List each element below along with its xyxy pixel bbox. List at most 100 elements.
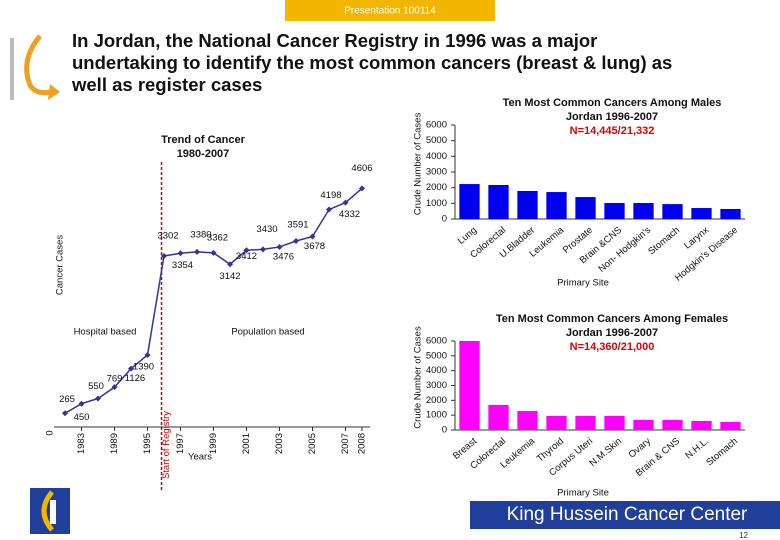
point	[309, 233, 316, 240]
annotation: Population based	[231, 327, 304, 338]
bar	[575, 197, 596, 219]
value-label: 550	[88, 381, 104, 392]
decor-arrow	[24, 34, 51, 96]
bar	[633, 419, 654, 430]
bar	[459, 184, 480, 219]
x-tick-label: 2001	[241, 433, 252, 454]
slide-title: undertaking to identify the most common …	[72, 52, 672, 73]
x-axis-title: Primary Site	[557, 488, 609, 499]
x-tick-label: Stomach	[704, 436, 740, 469]
y-tick-label: 2000	[426, 395, 447, 406]
value-label: 3476	[273, 251, 294, 262]
value-label: 3591	[287, 220, 308, 231]
bar	[662, 204, 683, 219]
annotation: Hospital based	[74, 327, 137, 338]
bar	[546, 415, 567, 430]
bar	[720, 421, 741, 430]
bar	[546, 192, 567, 219]
y-tick-label: 0	[45, 430, 56, 435]
bar	[604, 415, 625, 430]
x-tick-label: 2005	[307, 433, 318, 454]
bar	[459, 341, 480, 430]
value-label: 3302	[157, 230, 178, 241]
y-tick-label: 3000	[426, 167, 447, 178]
logo	[30, 488, 70, 534]
x-tick-label: Non- Hodgkin's	[596, 225, 653, 275]
y-tick-label: 6000	[426, 120, 447, 131]
x-tick-label: N.M.Skin	[587, 436, 624, 469]
chart-title: Trend of Cancer	[161, 134, 245, 146]
chart-title: Ten Most Common Cancers Among Females	[496, 313, 728, 325]
bar	[575, 415, 596, 430]
bar	[691, 420, 712, 430]
y-tick-label: 3000	[426, 380, 447, 391]
chart-title: 1980-2007	[177, 148, 230, 160]
page-number: 12	[739, 531, 748, 540]
y-tick-label: 5000	[426, 350, 447, 361]
value-label: 265	[59, 394, 75, 405]
y-tick-label: 5000	[426, 135, 447, 146]
value-label: 1126	[125, 373, 145, 384]
point	[111, 384, 118, 391]
bar	[604, 203, 625, 219]
bar	[720, 208, 741, 219]
x-tick-label: 1995	[142, 433, 153, 454]
x-tick-label: 1989	[109, 433, 120, 454]
point	[276, 243, 283, 250]
value-label: 1390	[133, 362, 154, 373]
footer-bar	[470, 501, 780, 529]
point	[128, 365, 134, 372]
slide-title: In Jordan, the National Cancer Registry …	[72, 30, 597, 51]
point	[78, 400, 85, 407]
slide-title: well as register cases	[71, 74, 262, 95]
chart-title: Jordan 1996-2007	[566, 327, 658, 339]
bar	[488, 185, 509, 219]
bar	[662, 419, 683, 430]
chart-subtitle: N=14,445/21,332	[570, 125, 655, 137]
bar	[517, 190, 538, 219]
value-label: 769	[107, 374, 123, 385]
point	[95, 395, 101, 402]
value-label: 3142	[219, 271, 240, 282]
y-tick-label: 2000	[426, 182, 447, 193]
point	[260, 246, 266, 253]
point	[359, 185, 365, 192]
bar	[517, 411, 538, 430]
bar	[633, 203, 654, 219]
value-label: 3380	[190, 229, 211, 240]
point	[62, 410, 68, 417]
x-tick-label: 2003	[274, 433, 285, 454]
bar	[691, 208, 712, 219]
point	[194, 248, 200, 255]
value-label: 3678	[304, 241, 325, 252]
bar	[488, 404, 509, 430]
y-axis-title: Crude Number of Cases	[413, 326, 424, 429]
point	[161, 252, 167, 259]
y-tick-label: 4000	[426, 365, 447, 376]
header: Presentation 100114	[344, 6, 436, 17]
y-tick-label: 1000	[426, 410, 447, 421]
y-axis-title: Crude Number of Cases	[413, 113, 424, 216]
point	[293, 237, 299, 244]
x-tick-label: Lung	[456, 225, 479, 247]
header-bar	[285, 0, 495, 21]
value-label: 450	[74, 412, 90, 423]
value-label: 3362	[207, 232, 228, 243]
x-axis-title: Primary Site	[557, 278, 609, 289]
value-label: 3412	[236, 251, 257, 262]
point	[243, 247, 250, 254]
x-tick-label: 1983	[76, 433, 87, 454]
y-tick-label: 0	[442, 425, 447, 436]
y-tick-label: 4000	[426, 151, 447, 162]
chart-subtitle: N=14,360/21,000	[570, 341, 655, 353]
chart-title: Ten Most Common Cancers Among Males	[503, 97, 722, 109]
value-label: 4606	[351, 163, 372, 174]
decor-arrow-head	[48, 84, 60, 100]
point	[177, 250, 184, 257]
x-axis-title: Years	[188, 452, 212, 463]
value-label: 3430	[256, 224, 277, 235]
y-tick-label: 0	[442, 214, 447, 225]
footer: King Hussein Cancer Center	[507, 504, 748, 525]
point	[326, 206, 332, 213]
